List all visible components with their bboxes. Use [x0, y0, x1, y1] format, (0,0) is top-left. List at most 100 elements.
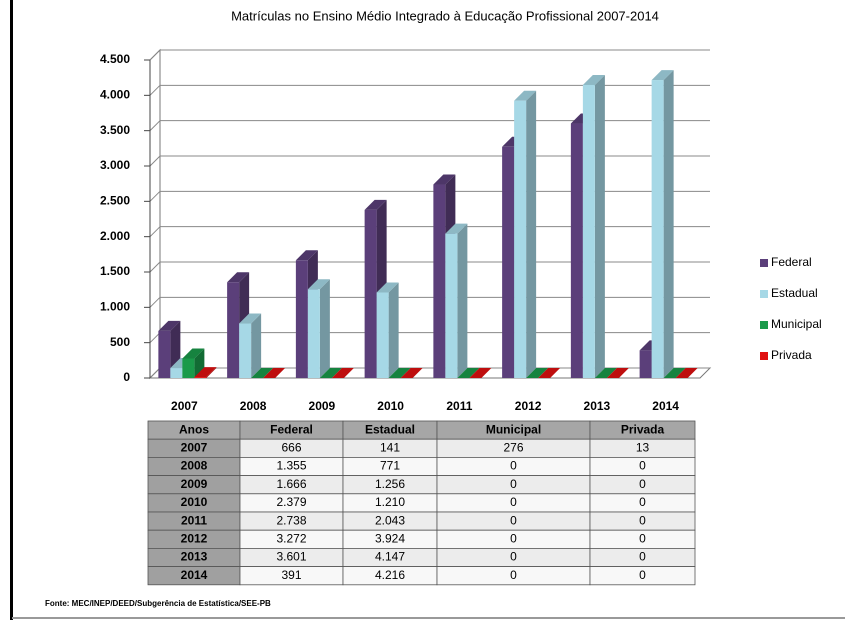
bar-top: [376, 282, 399, 293]
grid-line-side: [149, 296, 161, 308]
x-tick-label: 2013: [584, 399, 611, 413]
grid-line-side: [149, 332, 161, 344]
bar-top: [594, 368, 617, 378]
bar-side: [663, 70, 674, 378]
y-tick-label: 0: [123, 370, 130, 384]
table-value: 2.043: [375, 513, 405, 527]
x-tick-label: 2012: [515, 399, 542, 413]
source: Fonte: MEC/INEP/DEED/Subgerência de Esta…: [45, 599, 271, 608]
bar: [433, 184, 446, 378]
bar: [182, 358, 195, 378]
bar: [307, 289, 320, 378]
bar: [502, 146, 515, 378]
grid-line-side: [149, 261, 161, 273]
bar-top: [433, 174, 456, 185]
left-border: [10, 0, 13, 620]
bar-side: [388, 282, 399, 378]
table-header: Federal: [270, 422, 313, 436]
bar-top: [469, 368, 492, 378]
bar: [514, 100, 527, 378]
bar: [194, 377, 207, 378]
bar-top: [331, 368, 354, 378]
bar-top: [606, 368, 629, 378]
table-value: 1.256: [375, 477, 405, 491]
y-tick-label: 1.000: [100, 300, 130, 314]
bar-side: [194, 348, 205, 378]
bar-top: [526, 368, 549, 378]
table-value: 0: [639, 513, 646, 527]
table-value: 4.147: [375, 550, 405, 564]
table-value: 1.666: [276, 477, 306, 491]
back-wall: [149, 48, 161, 380]
table-value: 2013: [181, 550, 208, 564]
x-tick-label: 2007: [171, 399, 198, 413]
bar-top: [227, 272, 250, 283]
x-tick-label: 2010: [377, 399, 404, 413]
table-value: 2012: [181, 531, 208, 545]
table-value: 0: [639, 477, 646, 491]
bar: [227, 282, 240, 378]
table-value: 0: [510, 459, 517, 473]
y-tick-label: 4.500: [100, 52, 130, 66]
bar-top: [307, 279, 330, 290]
bar-top: [251, 368, 274, 378]
bar-top: [514, 90, 537, 101]
table-value: 2014: [181, 568, 208, 582]
bar: [170, 368, 183, 378]
table-value: 0: [510, 477, 517, 491]
table-value: 2008: [181, 459, 208, 473]
legend-label: Privada: [771, 348, 812, 362]
table-header: Municipal: [486, 422, 541, 436]
y-tick-label: 3.000: [100, 158, 130, 172]
bar: [295, 260, 308, 378]
table-cell: [589, 566, 696, 586]
bar-side: [526, 90, 537, 378]
bar-top: [194, 367, 217, 378]
table-value: 2.738: [276, 513, 306, 527]
x-tick-label: 2011: [446, 399, 472, 413]
bar-side: [319, 279, 330, 378]
table-value: 3.924: [375, 531, 405, 545]
table-header: Privada: [621, 422, 665, 436]
table-value: 771: [380, 459, 400, 473]
bar: [570, 123, 583, 379]
grid-line-side: [149, 367, 161, 379]
y-tick-label: 1.500: [100, 264, 130, 278]
bar-top: [457, 368, 480, 378]
table-header: Estadual: [365, 422, 415, 436]
table-value: 3.601: [276, 550, 306, 564]
bar-top: [319, 368, 342, 378]
table-value: 141: [380, 440, 400, 454]
table-value: 0: [510, 568, 517, 582]
grid-line-side: [149, 84, 161, 96]
bar: [364, 209, 377, 378]
bar: [651, 80, 664, 378]
bar: [158, 330, 171, 378]
bar-top: [663, 368, 686, 378]
bar-side: [251, 313, 262, 378]
table-value: 2011: [181, 513, 207, 527]
bar: [582, 84, 595, 378]
legend-label: Federal: [771, 255, 812, 269]
bar: [239, 323, 252, 378]
bar: [639, 350, 652, 378]
legend-label: Estadual: [771, 286, 818, 300]
legend-swatch: [760, 290, 768, 298]
chart-title: Matrículas no Ensino Médio Integrado à E…: [231, 8, 659, 23]
bar-side: [594, 74, 605, 378]
legend-swatch: [760, 321, 768, 329]
grid-line-side: [149, 120, 161, 132]
bar-top: [158, 320, 181, 331]
table-value: 0: [510, 550, 517, 564]
y-tick-label: 3.500: [100, 123, 130, 137]
table-header: Anos: [179, 422, 209, 436]
table-value: 2007: [181, 440, 208, 454]
table-value: 1.355: [276, 459, 306, 473]
bar: [445, 233, 458, 378]
grid-line-side: [149, 155, 161, 167]
legend-swatch: [760, 259, 768, 267]
bar-side: [457, 223, 468, 378]
y-tick-label: 4.000: [100, 88, 130, 102]
table-value: 0: [639, 495, 646, 509]
